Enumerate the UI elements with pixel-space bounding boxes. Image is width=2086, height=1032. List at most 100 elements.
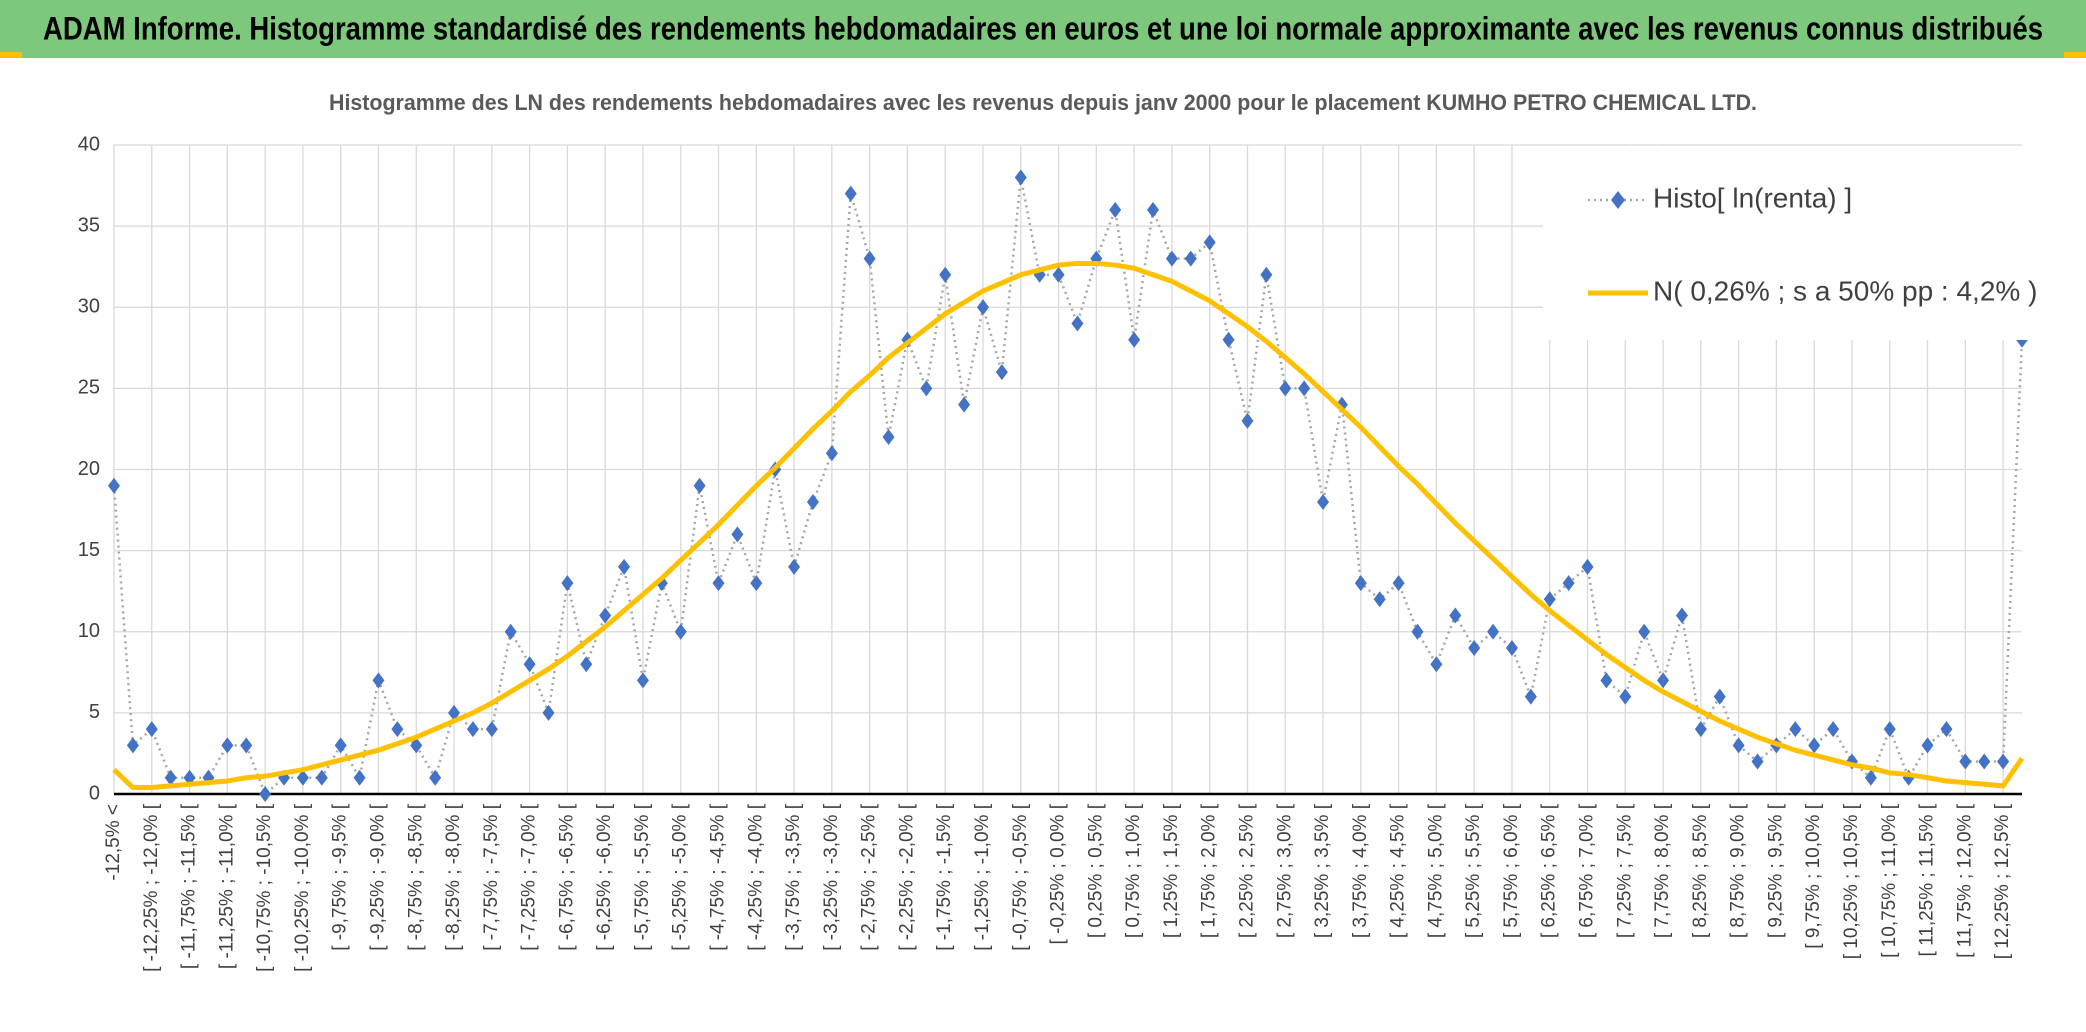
x-tick-label: [ -10,75% ; -10,5% [ bbox=[254, 803, 275, 972]
data-point bbox=[788, 558, 801, 575]
data-point bbox=[1052, 266, 1065, 283]
data-point bbox=[1279, 380, 1292, 397]
data-point bbox=[636, 672, 649, 689]
x-tick-label: [ -10,25% ; -10,0% [ bbox=[292, 803, 313, 972]
data-point bbox=[1827, 721, 1840, 738]
x-tick-label: [ 12,25% ; 12,5% [ bbox=[1992, 803, 2013, 959]
legend-label: N( 0,26% ; s a 50% pp : 4,2% ) bbox=[1653, 275, 2037, 306]
x-tick-label: -12,5% < bbox=[103, 804, 124, 881]
data-point bbox=[1883, 721, 1896, 738]
data-point bbox=[731, 526, 744, 543]
data-point bbox=[1147, 201, 1160, 218]
y-tick-label: 35 bbox=[78, 214, 100, 236]
x-tick-label: [ 5,75% ; 6,0% [ bbox=[1501, 803, 1522, 938]
x-tick-label: [ 11,25% ; 11,5% [ bbox=[1917, 803, 1938, 956]
data-point bbox=[1373, 591, 1386, 608]
x-tick-label: [ -2,25% ; -2,0% [ bbox=[896, 803, 917, 951]
data-point bbox=[315, 769, 328, 786]
x-tick-label: [ -0,25% ; 0,0% [ bbox=[1048, 803, 1069, 944]
x-tick-label: [ 8,75% ; 9,0% [ bbox=[1728, 803, 1749, 938]
data-point bbox=[958, 396, 971, 413]
data-point bbox=[1978, 753, 1991, 770]
data-point bbox=[1694, 721, 1707, 738]
y-tick-label: 25 bbox=[78, 377, 100, 399]
data-point bbox=[1317, 493, 1330, 510]
y-tick-label: 30 bbox=[78, 296, 100, 318]
data-point bbox=[504, 623, 517, 640]
data-point bbox=[1184, 250, 1197, 267]
data-point bbox=[1128, 331, 1141, 348]
data-point bbox=[1071, 315, 1084, 332]
x-tick-label: [ 6,75% ; 7,0% [ bbox=[1577, 803, 1598, 938]
data-point bbox=[523, 656, 536, 673]
data-point bbox=[1298, 380, 1311, 397]
x-tick-label: [ -8,25% ; -8,0% [ bbox=[443, 803, 464, 951]
data-point bbox=[1600, 672, 1613, 689]
x-tick-label: [ 11,75% ; 12,0% [ bbox=[1954, 803, 1975, 958]
x-tick-label: [ 6,25% ; 6,5% [ bbox=[1539, 803, 1560, 938]
data-point bbox=[410, 737, 423, 754]
data-point bbox=[1411, 623, 1424, 640]
x-tick-label: [ -1,75% ; -1,5% [ bbox=[934, 803, 955, 951]
x-tick-label: [ 1,25% ; 1,5% [ bbox=[1161, 803, 1182, 938]
y-tick-label: 5 bbox=[89, 701, 100, 723]
data-point bbox=[939, 266, 952, 283]
data-point bbox=[391, 721, 404, 738]
data-point bbox=[674, 623, 687, 640]
x-tick-label: [ -7,75% ; -7,5% [ bbox=[481, 803, 502, 951]
x-tick-label: [ 3,25% ; 3,5% [ bbox=[1312, 803, 1333, 938]
data-point bbox=[126, 737, 139, 754]
y-tick-label: 15 bbox=[78, 539, 100, 561]
x-tick-label: [ 3,75% ; 4,0% [ bbox=[1350, 803, 1371, 938]
data-point bbox=[372, 672, 385, 689]
data-point bbox=[1260, 266, 1273, 283]
x-tick-label: [ -12,25% ; -12,0% [ bbox=[141, 803, 162, 972]
x-tick-label: [ -4,75% ; -4,5% [ bbox=[708, 803, 729, 951]
y-tick-label: 40 bbox=[78, 133, 100, 155]
legend-label: Histo[ ln(renta) ] bbox=[1653, 182, 1852, 213]
x-tick-label: [ 4,75% ; 5,0% [ bbox=[1425, 803, 1446, 938]
data-point bbox=[1543, 591, 1556, 608]
legend-box bbox=[1543, 146, 2075, 340]
data-point bbox=[1222, 331, 1235, 348]
data-point bbox=[1524, 688, 1537, 705]
data-point bbox=[1808, 737, 1821, 754]
x-tick-label: [ -11,75% ; -11,5% [ bbox=[179, 803, 200, 969]
x-tick-label: [ 0,25% ; 0,5% [ bbox=[1085, 803, 1106, 938]
x-tick-label: [ 4,25% ; 4,5% [ bbox=[1388, 803, 1409, 938]
data-point bbox=[1959, 753, 1972, 770]
x-tick-label: [ -8,75% ; -8,5% [ bbox=[405, 803, 426, 951]
data-point bbox=[844, 185, 857, 202]
x-tick-label: [ 9,25% ; 9,5% [ bbox=[1765, 803, 1786, 938]
plot-area bbox=[108, 169, 2028, 802]
data-point bbox=[259, 786, 272, 802]
data-point bbox=[618, 558, 631, 575]
legend-marker bbox=[1611, 191, 1625, 209]
chart-title: ADAM Informe. Histogramme standardisé de… bbox=[43, 10, 2043, 46]
data-point bbox=[1581, 558, 1594, 575]
data-point bbox=[693, 477, 706, 494]
x-tick-label: [ 8,25% ; 8,5% [ bbox=[1690, 803, 1711, 938]
data-point bbox=[1241, 412, 1254, 429]
x-tick-label: [ -11,25% ; -11,0% [ bbox=[216, 803, 237, 969]
corner-accent bbox=[2064, 52, 2086, 58]
data-point bbox=[1109, 201, 1122, 218]
data-point bbox=[429, 769, 442, 786]
x-tick-label: [ -2,75% ; -2,5% [ bbox=[859, 803, 880, 951]
y-tick-label: 0 bbox=[89, 782, 100, 804]
data-point bbox=[221, 737, 234, 754]
data-point bbox=[164, 769, 177, 786]
x-tick-label: [ 10,25% ; 10,5% [ bbox=[1841, 803, 1862, 959]
x-tick-label: [ 9,75% ; 10,0% [ bbox=[1803, 803, 1824, 948]
series-line bbox=[112, 260, 2025, 791]
data-point bbox=[1657, 672, 1670, 689]
x-tick-label: [ 2,75% ; 3,0% [ bbox=[1274, 803, 1295, 938]
data-point bbox=[1864, 769, 1877, 786]
title-bar bbox=[0, 0, 2086, 58]
x-tick-label: [ 5,25% ; 5,5% [ bbox=[1463, 803, 1484, 938]
x-tick-label: [ -3,25% ; -3,0% [ bbox=[821, 803, 842, 951]
series-line bbox=[112, 176, 2024, 796]
data-point bbox=[976, 299, 989, 316]
data-point bbox=[296, 769, 309, 786]
x-tick-label: [ -6,25% ; -6,0% [ bbox=[594, 803, 615, 951]
